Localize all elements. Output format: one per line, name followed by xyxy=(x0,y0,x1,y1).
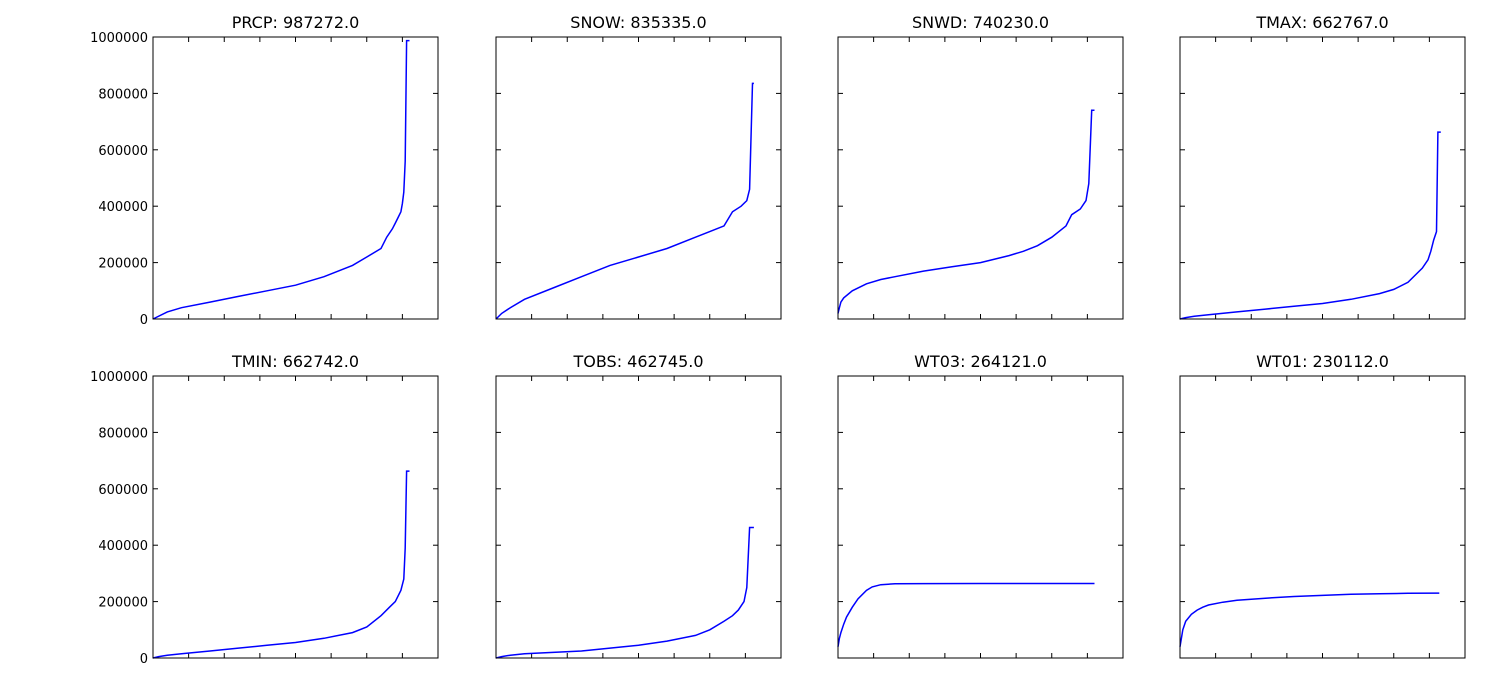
axes-frame xyxy=(152,36,439,320)
axes-frame xyxy=(837,375,1124,659)
y-tick-label: 400000 xyxy=(98,539,148,554)
subplot-title: PRCP: 987272.0 xyxy=(232,13,360,32)
subplot-4: TMAX: 662767.0 xyxy=(1179,13,1466,320)
y-tick-label: 200000 xyxy=(98,257,148,272)
axes-frame xyxy=(152,375,439,659)
subplot-8: WT01: 230112.0 xyxy=(1179,352,1466,659)
subplot-title: TOBS: 462745.0 xyxy=(572,352,703,371)
axes-frame xyxy=(1179,36,1466,320)
series-line xyxy=(152,39,410,320)
series-line xyxy=(495,82,754,320)
y-tick-label: 400000 xyxy=(98,200,148,215)
subplot-title: SNWD: 740230.0 xyxy=(912,13,1049,32)
y-tick-label: 0 xyxy=(140,652,148,667)
subplot-title: TMAX: 662767.0 xyxy=(1255,13,1388,32)
series-line xyxy=(152,470,410,659)
y-tick-label: 600000 xyxy=(98,144,148,159)
subplot-title: WT01: 230112.0 xyxy=(1256,352,1389,371)
axes-frame xyxy=(495,375,782,659)
y-tick-label: 800000 xyxy=(98,426,148,441)
subplot-title: WT03: 264121.0 xyxy=(914,352,1047,371)
y-tick-label: 1000000 xyxy=(90,31,148,46)
subplot-1: PRCP: 987272.0 0 200000 400000 600000 800000 1… xyxy=(90,13,439,328)
subplot-5: TMIN: 662742.0 0 200000 400000 600000 800000 1… xyxy=(90,352,439,667)
subplot-7: WT03: 264121.0 xyxy=(837,352,1124,659)
axes-frame xyxy=(1179,375,1466,659)
series-line xyxy=(837,582,1095,647)
subplot-6: TOBS: 462745.0 xyxy=(495,352,782,659)
y-tick-label: 600000 xyxy=(98,483,148,498)
series-line xyxy=(837,109,1095,314)
series-line xyxy=(1179,592,1440,647)
axes-frame xyxy=(495,36,782,320)
y-tick-label: 1000000 xyxy=(90,370,148,385)
axes-frame xyxy=(837,36,1124,320)
subplot-title: TMIN: 662742.0 xyxy=(231,352,359,371)
y-tick-label: 0 xyxy=(140,313,148,328)
y-tick-label: 800000 xyxy=(98,87,148,102)
series-line xyxy=(495,526,754,659)
subplot-2: SNOW: 835335.0 xyxy=(495,13,782,320)
y-tick-label: 200000 xyxy=(98,596,148,611)
subplot-3: SNWD: 740230.0 xyxy=(837,13,1124,320)
subplot-title: SNOW: 835335.0 xyxy=(570,13,706,32)
series-line xyxy=(1179,131,1441,320)
